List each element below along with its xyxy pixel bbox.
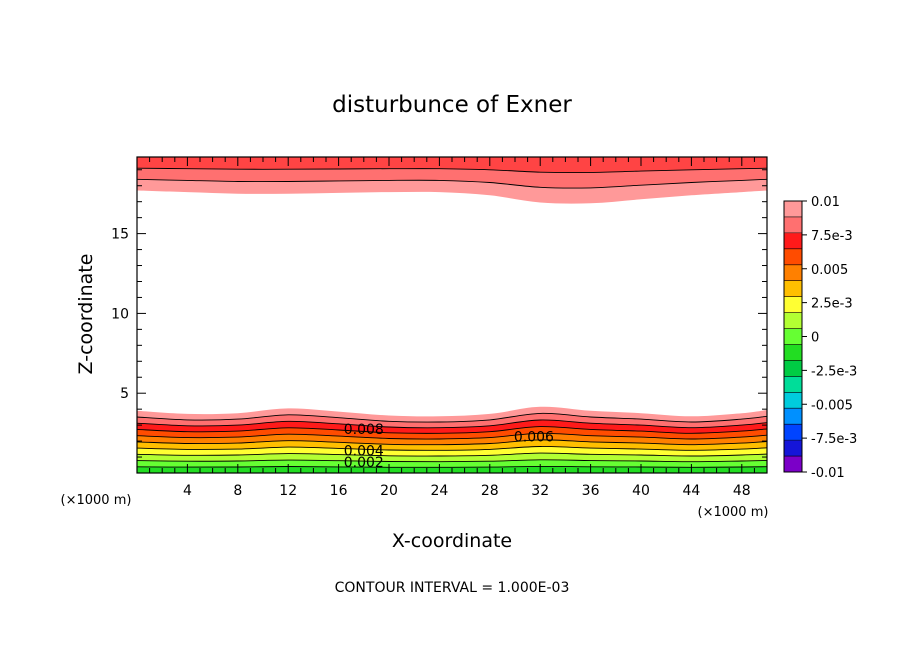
colorbar-swatch-9 (784, 312, 802, 329)
colorbar-swatch-14 (784, 232, 802, 250)
colorbar-label-6: 0.005 (811, 263, 848, 278)
x-tick-label: 32 (531, 483, 549, 499)
x-tick-label: 4 (183, 483, 192, 499)
y-tick-labels: 5 10 15 (111, 227, 129, 403)
colorbar-swatch-5 (784, 376, 802, 393)
lower-contour-6 (137, 446, 767, 451)
lower-contour-3 (137, 426, 767, 434)
colorbar-label-4: 0 (811, 331, 819, 346)
chart-title: disturbunce of Exner (332, 92, 572, 118)
x-tick-labels: 4 8 12 16 20 24 28 32 36 40 44 48 (183, 483, 751, 499)
colorbar-swatch-12 (784, 264, 802, 282)
colorbar-swatch-7 (784, 344, 802, 361)
colorbar-label-1: -7.5e-3 (811, 432, 857, 447)
colorbar (783, 200, 807, 473)
contour-label-0: 0.008 (344, 422, 384, 438)
colorbar-swatch-3 (784, 408, 802, 425)
x-tick-label: 20 (380, 483, 398, 499)
x-tick-label: 28 (481, 483, 499, 499)
y-tick-label: 15 (111, 227, 129, 243)
lower-contour-1 (137, 412, 767, 423)
colorbar-swatch-4 (784, 392, 802, 409)
colorbar-label-7: 7.5e-3 (811, 229, 853, 244)
colorbar-label-3: -2.5e-3 (811, 364, 857, 379)
colorbar-swatch-2 (784, 424, 802, 441)
colorbar-swatch-0 (784, 456, 802, 473)
lower-contour-5 (137, 439, 767, 446)
y-tick-label: 5 (120, 386, 129, 402)
x-tick-label: 24 (430, 483, 448, 499)
x-tick-label: 48 (733, 483, 751, 499)
x-tick-label: 40 (632, 483, 650, 499)
axis-ticks (137, 157, 767, 473)
lower-contour-9 (137, 465, 767, 468)
colorbar-label-0: -0.01 (811, 466, 845, 481)
lower-contour-7 (137, 452, 767, 457)
contour-label-2: 0.004 (344, 444, 384, 460)
contour-interval-note: CONTOUR INTERVAL = 1.000E-03 (335, 580, 570, 596)
contour-lines (137, 167, 767, 468)
colorbar-swatch-16 (784, 201, 802, 218)
colorbar-label-2: -0.005 (811, 398, 853, 413)
upper-contour-1 (137, 178, 767, 189)
x-tick-label: 12 (279, 483, 297, 499)
contour-fills (137, 157, 767, 473)
y-tick-label: 10 (111, 306, 129, 322)
contour-label-3: 0.002 (344, 455, 384, 471)
upper-contour-2 (137, 167, 767, 173)
colorbar-swatch-6 (784, 360, 802, 377)
colorbar-swatch-10 (784, 296, 802, 313)
lower-contour-2 (137, 419, 767, 429)
colorbar-swatch-13 (784, 248, 802, 266)
colorbar-swatch-1 (784, 440, 802, 457)
contour-label-1: 0.006 (514, 429, 554, 445)
x-tick-label: 8 (233, 483, 242, 499)
lower-contour-4 (137, 432, 767, 440)
colorbar-swatch-15 (784, 216, 802, 234)
colorbar-labels: -0.01 -7.5e-3 -0.005 -2.5e-3 0 2.5e-3 0.005 7.5… (811, 195, 857, 481)
x-unit-right: (×1000 m) (698, 505, 769, 520)
colorbar-swatch-11 (784, 280, 802, 297)
colorbar-label-5: 2.5e-3 (811, 297, 853, 312)
x-tick-label: 16 (330, 483, 348, 499)
colorbar-swatch-8 (784, 328, 802, 345)
y-axis-title: Z-coordinate (75, 254, 97, 375)
x-axis-title: X-coordinate (392, 530, 512, 552)
x-tick-label: 44 (682, 483, 700, 499)
colorbar-label-8: 0.01 (811, 195, 840, 210)
x-tick-label: 36 (582, 483, 600, 499)
x-unit-left: (×1000 m) (61, 493, 132, 508)
lower-contour-8 (137, 459, 767, 463)
upper-band-2 (137, 157, 767, 173)
